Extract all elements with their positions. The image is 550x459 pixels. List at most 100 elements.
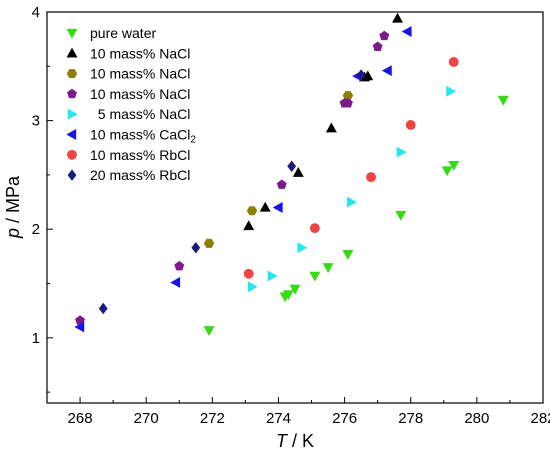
data-point	[342, 250, 354, 260]
x-tick-label: 276	[332, 410, 357, 427]
legend-marker	[66, 129, 77, 140]
series-0	[203, 95, 509, 336]
data-point	[292, 167, 304, 177]
x-axis-label: T / K	[276, 431, 314, 451]
legend-label: 10 mass% NaCl	[90, 66, 190, 82]
legend-label: 5 mass% NaCl	[90, 106, 190, 122]
plot-frame	[46, 11, 544, 404]
data-point	[366, 172, 376, 183]
legend-marker	[67, 108, 78, 120]
data-point	[246, 206, 258, 216]
legend-label-text: 10 mass% NaCl	[90, 66, 190, 82]
data-point	[276, 179, 287, 189]
legend-label: 20 mass% RbCl	[90, 167, 190, 183]
y-tick-label: 2	[32, 221, 40, 238]
data-point	[347, 196, 357, 208]
data-point	[441, 166, 453, 177]
legend-marker	[66, 47, 78, 58]
x-tick-label: 274	[266, 410, 291, 427]
axis-tick-labels: 268 270 272 274 276 278 280 282 1 2 3 4	[32, 4, 550, 427]
legend-label-text: 20 mass% RbCl	[90, 167, 190, 183]
legend: pure water 10 mass% NaCl 10 mass% NaCl 10 m…	[66, 25, 196, 183]
data-point	[74, 321, 85, 333]
legend-label: 10 mass% CaCl2	[90, 127, 196, 146]
legend-label: 10 mass% RbCl	[90, 147, 190, 163]
legend-marker	[67, 149, 77, 160]
data-point	[247, 281, 258, 293]
series-3	[75, 30, 390, 325]
data-point	[191, 241, 201, 254]
data-point	[446, 85, 457, 97]
data-point	[282, 290, 294, 301]
legend-label-text: 10 mass% NaCl	[90, 45, 190, 61]
legend-marker	[66, 69, 78, 79]
y-tick-label: 3	[32, 113, 40, 130]
legend-marker	[67, 88, 77, 99]
x-tick-label: 278	[398, 410, 423, 427]
data-point	[379, 30, 390, 41]
legend-label-text: 5 mass% NaCl	[90, 106, 190, 122]
x-axis-label-symbol: T	[276, 431, 289, 451]
data-point	[243, 220, 255, 231]
series-4	[247, 85, 457, 293]
data-point	[75, 315, 86, 325]
data-point	[395, 210, 407, 221]
legend-label: pure water	[90, 25, 156, 41]
data-point	[289, 284, 301, 295]
y-axis-label-symbol: p	[3, 228, 23, 239]
x-axis-label-unit: / K	[287, 431, 314, 451]
legend-label-text: 10 mass% CaCl	[90, 127, 190, 143]
data-point	[259, 201, 271, 212]
data-point	[401, 26, 412, 38]
data-point	[297, 242, 308, 254]
y-tick-label: 4	[32, 4, 40, 21]
data-point	[203, 238, 215, 248]
legend-label: 10 mass% NaCl	[90, 45, 190, 61]
data-point	[381, 65, 392, 77]
data-point	[325, 122, 337, 133]
data-point	[497, 95, 509, 106]
legend-marker	[66, 28, 78, 39]
data-point	[405, 120, 416, 130]
x-tick-label: 270	[134, 410, 159, 427]
legend-label: 10 mass% NaCl	[90, 86, 190, 102]
data-point	[309, 223, 320, 234]
data-point	[309, 271, 321, 282]
data-points	[74, 12, 509, 336]
data-point	[342, 98, 353, 108]
x-tick-label: 280	[464, 410, 489, 427]
data-point	[322, 263, 334, 273]
data-point	[272, 202, 283, 213]
data-point	[287, 160, 297, 172]
data-point	[174, 260, 185, 271]
legend-label-text: pure water	[90, 25, 156, 41]
data-point	[396, 146, 407, 158]
y-tick-label: 1	[32, 330, 40, 347]
x-tick-label: 282	[530, 410, 550, 427]
data-point	[267, 270, 278, 282]
y-axis-label-unit: / MPa	[3, 175, 23, 228]
data-point	[203, 326, 215, 336]
legend-label-text: 10 mass% NaCl	[90, 86, 190, 102]
legend-label-subscript: 2	[190, 135, 196, 146]
y-axis-label: p / MPa	[3, 175, 23, 239]
data-point	[372, 41, 383, 51]
legend-marker	[67, 169, 77, 181]
data-point	[98, 302, 108, 315]
series-7	[98, 69, 366, 315]
data-point	[170, 276, 181, 288]
data-point	[392, 12, 403, 23]
data-point	[243, 268, 254, 279]
data-point	[448, 160, 460, 171]
data-point	[448, 57, 459, 67]
data-point	[356, 69, 366, 81]
series-2	[203, 91, 354, 248]
x-tick-label: 268	[68, 410, 93, 427]
data-point	[342, 91, 354, 101]
data-point	[362, 70, 374, 81]
series-6	[243, 57, 459, 279]
legend-label-text: 10 mass% RbCl	[90, 147, 190, 163]
x-tick-label: 272	[200, 410, 225, 427]
axis-ticks	[47, 11, 544, 403]
